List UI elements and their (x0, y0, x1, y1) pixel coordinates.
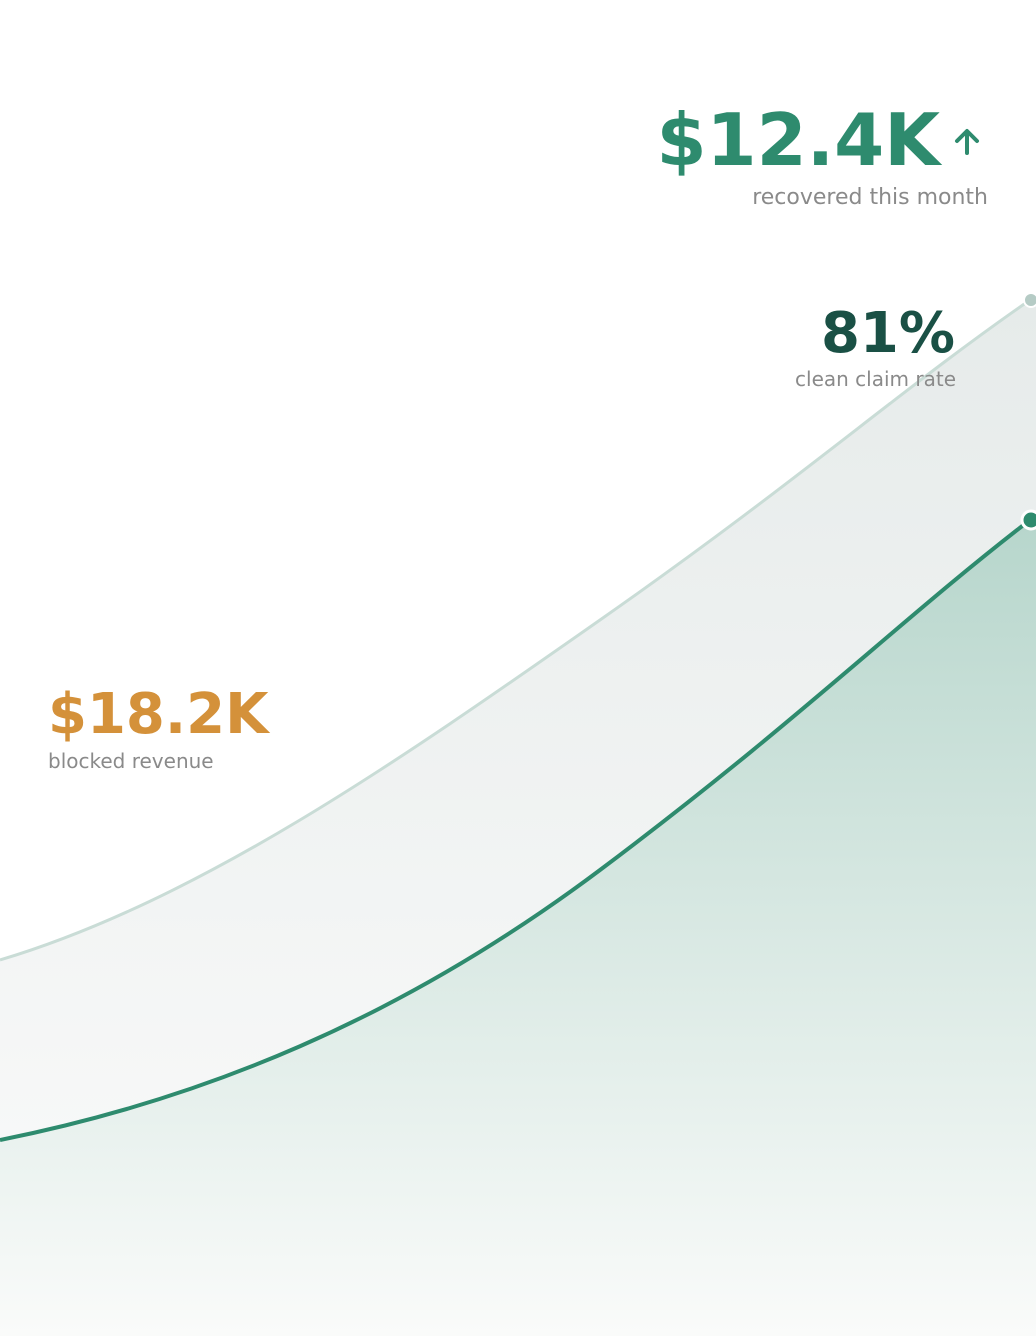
light-curve (0, 298, 1031, 962)
stat-label: recovered this month (752, 185, 988, 210)
dark-curve (0, 518, 1032, 1142)
stat-label: clean claim rate (795, 367, 956, 391)
light-dot (1023, 292, 1036, 308)
stat-value: 81% (821, 301, 955, 366)
stat-value: $12.4K (656, 98, 942, 182)
up-arrow-icon (955, 129, 979, 155)
stat-label: blocked revenue (48, 749, 214, 773)
stat-value: $18.2K (48, 682, 271, 747)
dark-dot (1020, 509, 1036, 531)
